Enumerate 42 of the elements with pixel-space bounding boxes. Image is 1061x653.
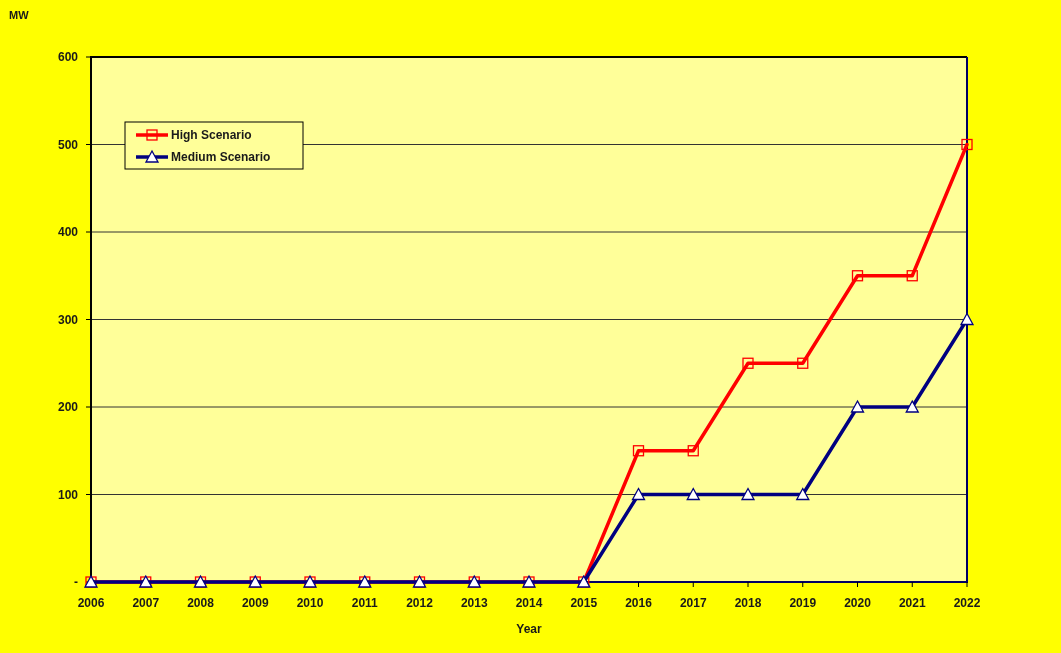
x-tick-label: 2021 xyxy=(898,596,926,610)
x-tick-label: 2019 xyxy=(789,596,817,610)
x-tick-label: 2014 xyxy=(515,596,543,610)
x-tick-label: 2020 xyxy=(844,596,872,610)
x-tick-label: 2015 xyxy=(570,596,598,610)
x-tick-label: 2008 xyxy=(187,596,215,610)
point xyxy=(961,138,973,151)
point xyxy=(742,357,754,369)
y-tick-label: 100 xyxy=(57,487,79,502)
point xyxy=(905,400,919,413)
point xyxy=(632,445,645,457)
x-tick-label: 2012 xyxy=(406,596,434,610)
legend-label: Medium Scenario xyxy=(171,150,271,165)
x-axis-title: Year xyxy=(516,622,543,636)
point xyxy=(850,400,865,413)
x-tick-label: 2007 xyxy=(132,596,160,610)
x-tick-label: 2022 xyxy=(953,596,981,610)
x-tick-label: 2016 xyxy=(625,596,653,610)
point xyxy=(687,445,699,457)
y-tick-label: 400 xyxy=(57,225,79,240)
y-tick-label: 500 xyxy=(57,137,79,152)
point xyxy=(796,487,810,501)
x-tick-label: 2006 xyxy=(77,596,105,610)
x-tick-label: 2011 xyxy=(351,596,379,610)
point xyxy=(906,270,918,282)
point xyxy=(797,357,809,369)
point xyxy=(960,312,974,326)
y-tick-label: 200 xyxy=(57,400,79,415)
x-tick-label: 2017 xyxy=(679,596,707,610)
legend-label: High Scenario xyxy=(171,128,252,143)
y-tick-label: 300 xyxy=(57,312,79,327)
x-tick-label: 2018 xyxy=(734,596,762,610)
x-tick-label: 2010 xyxy=(296,596,324,610)
y-tick-label: - xyxy=(74,575,78,590)
point xyxy=(631,487,646,501)
point xyxy=(741,487,755,501)
x-tick-label: 2013 xyxy=(460,596,488,610)
y-tick-label: 600 xyxy=(57,50,79,65)
point xyxy=(686,487,700,501)
y-axis-title: MW xyxy=(9,9,30,21)
point xyxy=(851,270,864,282)
x-tick-label: 2009 xyxy=(241,596,269,610)
